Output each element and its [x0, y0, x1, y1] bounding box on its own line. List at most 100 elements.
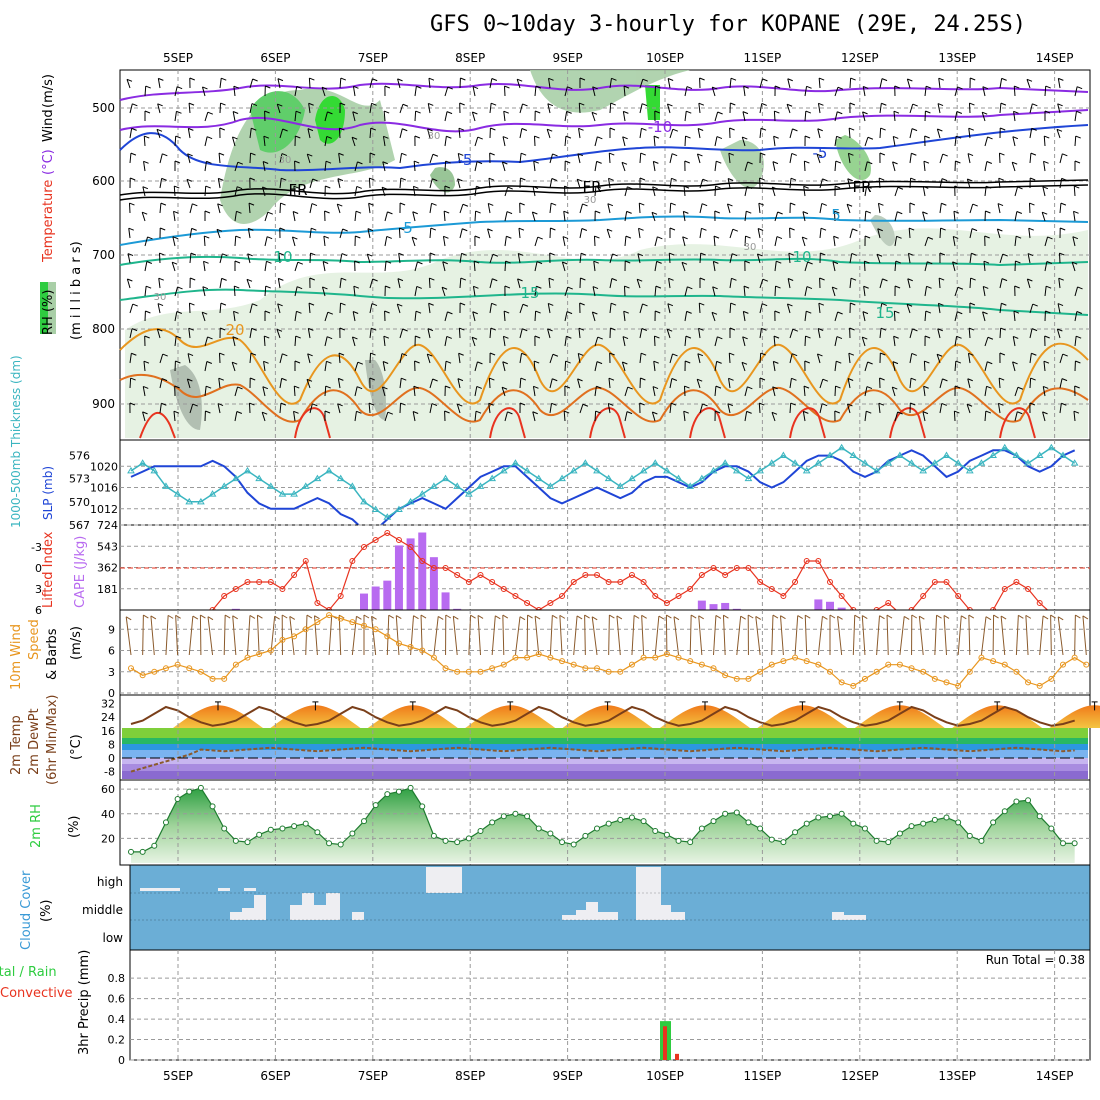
li-marker: [349, 558, 356, 564]
li-marker: [430, 565, 437, 571]
wind-barb: [954, 311, 958, 322]
li-marker: [559, 593, 566, 599]
wind10-barb: [502, 615, 505, 656]
wind-barb: [562, 236, 566, 247]
wind-barb-flag: [607, 203, 614, 207]
thickness-marker: [791, 459, 799, 466]
wind-barb-flag: [686, 86, 693, 90]
wind-barb: [593, 261, 596, 272]
wind-barb: [188, 303, 191, 314]
wind-barb: [894, 236, 898, 247]
temp2m-ylabel-unit: (°C): [69, 734, 84, 760]
wind-barb-flag: [1042, 186, 1049, 190]
wind-barb: [847, 153, 851, 164]
wind-barb-flag: [747, 386, 753, 390]
wind-barb: [157, 303, 161, 314]
wind-barb-flag: [158, 277, 164, 281]
wind-barb-flag: [850, 302, 856, 306]
wind-barb-flag: [296, 85, 302, 89]
wind-barb: [699, 203, 703, 214]
thickness-marker: [732, 466, 741, 474]
rh2m-marker: [733, 809, 740, 816]
wind-barb-flag: [371, 102, 377, 106]
wind-barb-flag: [143, 160, 149, 164]
wind-barb-flag: [402, 103, 409, 107]
wind-barb: [232, 111, 236, 122]
wind-barb-flag: [534, 335, 541, 339]
wind-barb: [173, 211, 176, 222]
rh2m-marker: [896, 830, 903, 837]
wind-barb: [324, 361, 327, 372]
wind-barb-flag: [732, 228, 739, 232]
wind-barb: [369, 103, 373, 114]
wind-barb: [444, 161, 447, 172]
wind-barb-flag: [207, 111, 214, 115]
wind-barb: [339, 228, 344, 239]
wind10-barb-flag: [249, 615, 256, 619]
wind-barb-flag: [507, 186, 513, 190]
wind-barb-flag: [897, 411, 903, 415]
wind-barb: [863, 261, 866, 272]
wind-barb-flag: [429, 277, 435, 281]
wind-barb: [399, 353, 403, 364]
wind-barb: [126, 79, 131, 89]
thickness-marker: [1000, 443, 1009, 451]
wind-barb-flag: [354, 260, 360, 264]
wind-barb-flag: [443, 210, 450, 214]
li-marker: [582, 572, 589, 578]
wind-barb-flag: [309, 277, 315, 281]
wind-barb-flag: [381, 186, 388, 190]
wind-barb-flag: [278, 277, 284, 281]
wind-barb-flag: [307, 353, 313, 357]
wind-barb-flag: [386, 235, 392, 239]
wind-barb: [263, 136, 266, 147]
wind-barb: [474, 361, 478, 372]
wind-barb-flag: [701, 203, 708, 207]
wind-barb-flag: [804, 135, 811, 139]
wind-barb-flag: [957, 86, 963, 90]
wind-barb: [293, 186, 296, 197]
wind-barb: [187, 153, 191, 164]
wind-barb: [786, 303, 791, 314]
wind-barb-flag: [578, 352, 584, 356]
wind-barb: [894, 411, 899, 422]
li-marker: [547, 600, 554, 606]
wind-barb: [833, 236, 836, 247]
wind-barb-flag: [1000, 327, 1006, 331]
rh2m-marker: [512, 810, 519, 817]
rh2m-marker: [128, 848, 134, 855]
wind-barb: [204, 386, 207, 397]
wind-barb-flag: [671, 177, 677, 181]
wind10-barb-flag: [477, 615, 484, 619]
wind-barb-flag: [548, 277, 555, 281]
wind10-barb-flag: [453, 615, 459, 620]
wind-barb: [1013, 111, 1016, 122]
wind-barb: [729, 253, 733, 264]
wind-barb-flag: [817, 328, 824, 331]
wind-barb: [474, 411, 477, 422]
wind-barb-flag: [534, 135, 540, 139]
wind-barb-flag: [863, 285, 869, 289]
wind-barb-flag: [578, 327, 585, 331]
wind10-barb-flag: [495, 615, 501, 620]
wind-barb: [126, 278, 131, 289]
wind-barb-flag: [816, 153, 823, 157]
wind-barb-flag: [792, 128, 798, 132]
wind-barb: [1027, 253, 1031, 264]
wind-barb-flag: [432, 378, 438, 382]
wind-barb: [519, 328, 523, 339]
wind-barb-flag: [759, 402, 765, 406]
li-marker: [687, 586, 694, 592]
thickness-marker: [150, 466, 159, 474]
wind-barb-flag: [234, 260, 241, 264]
wind-barb: [306, 153, 311, 164]
wind10-marker: [675, 654, 682, 661]
wind-barb-flag: [337, 203, 343, 207]
wind-barb-flag: [937, 128, 943, 132]
thickness-marker: [965, 466, 974, 474]
wind-barb: [337, 403, 341, 414]
wind-barb: [441, 287, 446, 297]
wind-barb: [788, 253, 791, 264]
thickness-marker: [453, 482, 462, 489]
thickness-marker: [290, 490, 298, 497]
